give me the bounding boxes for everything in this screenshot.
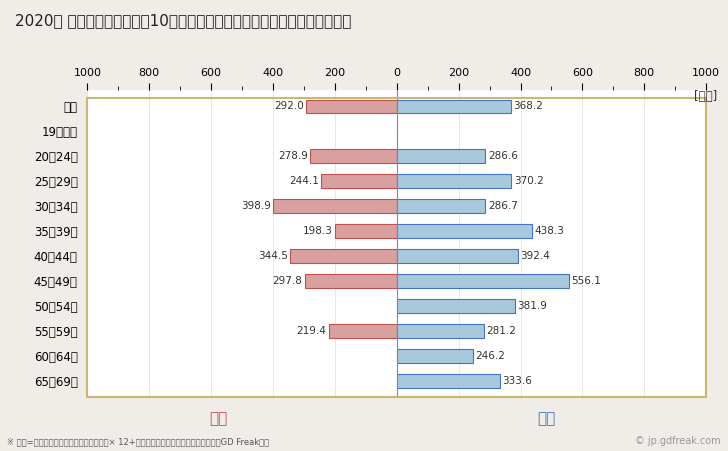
Text: 381.9: 381.9 <box>518 301 547 311</box>
Text: 292.0: 292.0 <box>274 101 304 111</box>
Text: 219.4: 219.4 <box>296 326 326 336</box>
Text: 198.3: 198.3 <box>303 226 333 236</box>
Text: 女性: 女性 <box>209 411 228 426</box>
Text: 278.9: 278.9 <box>278 151 308 161</box>
Text: 男性: 男性 <box>537 411 555 426</box>
Text: 398.9: 398.9 <box>241 201 271 211</box>
Bar <box>397 175 511 188</box>
Bar <box>310 149 397 163</box>
Bar <box>290 249 397 263</box>
Bar <box>397 149 486 163</box>
Bar <box>397 324 484 338</box>
Text: 2020年 民間企業（従業者数10人以上）フルタイム労働者の男女別平均年収: 2020年 民間企業（従業者数10人以上）フルタイム労働者の男女別平均年収 <box>15 14 351 28</box>
Text: 281.2: 281.2 <box>486 326 516 336</box>
Bar <box>273 199 397 213</box>
Bar <box>397 299 515 313</box>
Text: 392.4: 392.4 <box>521 251 550 261</box>
Bar <box>304 274 397 288</box>
Text: © jp.gdfreak.com: © jp.gdfreak.com <box>635 437 721 446</box>
Bar <box>397 374 500 387</box>
Bar <box>397 249 518 263</box>
Text: [万円]: [万円] <box>694 90 717 103</box>
Bar <box>397 349 473 363</box>
Bar <box>336 224 397 238</box>
Text: 344.5: 344.5 <box>258 251 288 261</box>
Text: ※ 年収=「きまって支給する現金給与額」× 12+「年間賞与その他特別給与額」としてGD Freak推計: ※ 年収=「きまって支給する現金給与額」× 12+「年間賞与その他特別給与額」と… <box>7 437 269 446</box>
Text: 286.6: 286.6 <box>488 151 518 161</box>
Bar <box>397 274 569 288</box>
Bar <box>397 100 510 113</box>
Text: 556.1: 556.1 <box>571 276 601 286</box>
Bar <box>306 100 397 113</box>
Text: 244.1: 244.1 <box>289 176 319 186</box>
Text: 368.2: 368.2 <box>513 101 543 111</box>
Text: 370.2: 370.2 <box>514 176 544 186</box>
Text: 297.8: 297.8 <box>272 276 302 286</box>
Text: 333.6: 333.6 <box>502 376 532 386</box>
Bar <box>397 224 532 238</box>
Bar <box>321 175 397 188</box>
Bar <box>397 199 486 213</box>
Text: 438.3: 438.3 <box>535 226 565 236</box>
Bar <box>329 324 397 338</box>
Text: 246.2: 246.2 <box>475 351 505 361</box>
Text: 286.7: 286.7 <box>488 201 518 211</box>
